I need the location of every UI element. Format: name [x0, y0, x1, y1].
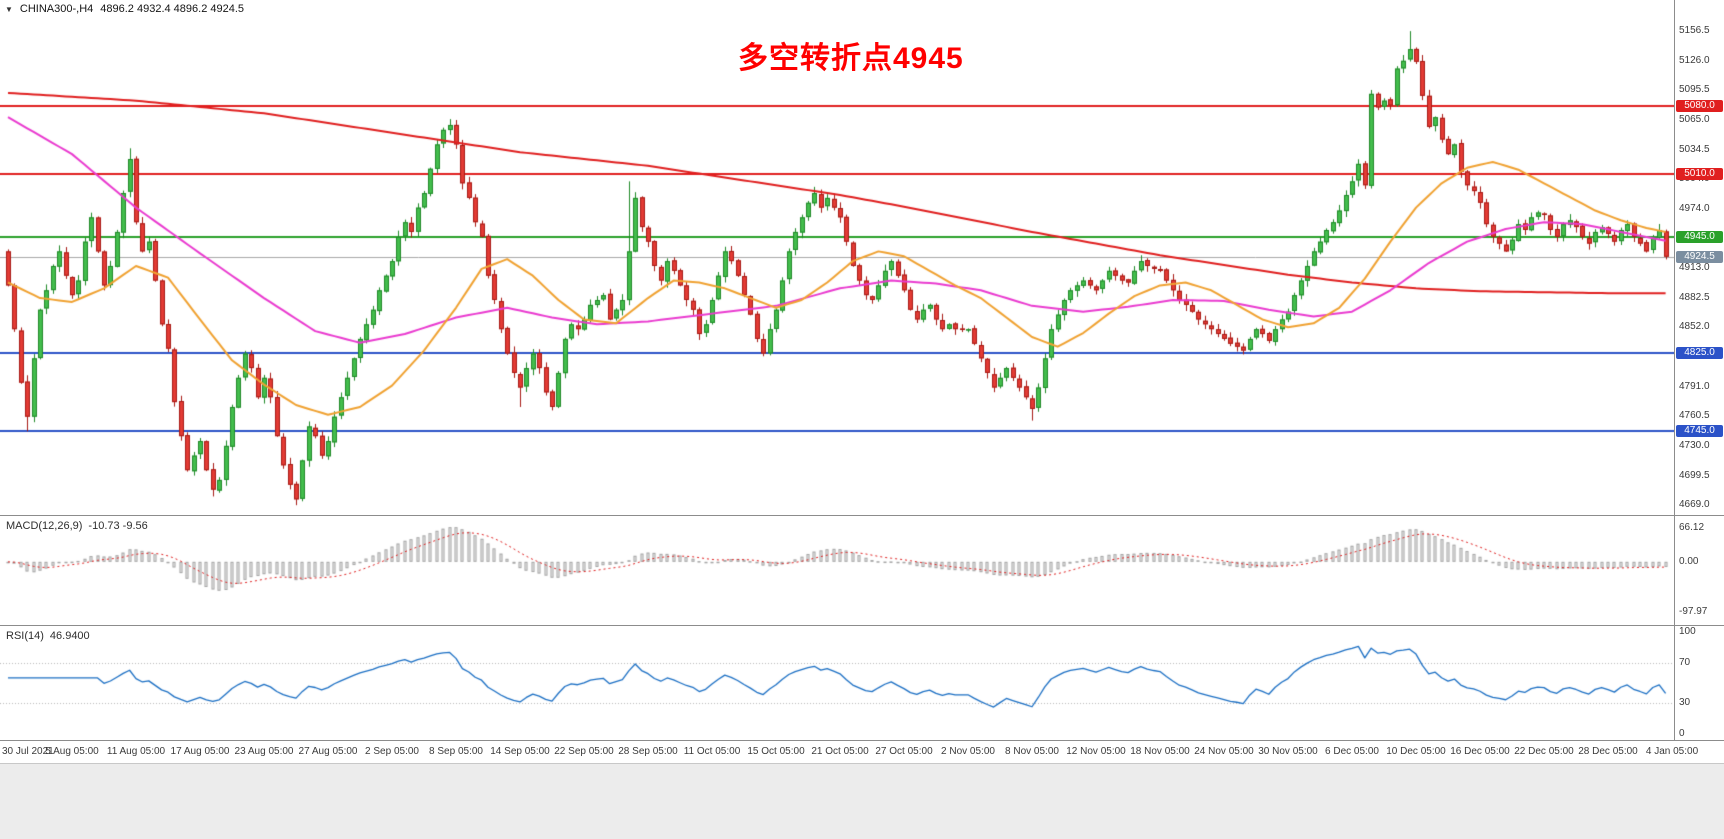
rsi-label: RSI(14) 46.9400 [6, 630, 90, 642]
level-price-badge: 5080.0 [1676, 99, 1723, 112]
price-tick-label: 5126.0 [1679, 54, 1710, 66]
time-label: 6 Dec 05:00 [1325, 746, 1379, 757]
time-label: 28 Sep 05:00 [618, 746, 678, 757]
time-label: 2 Sep 05:00 [365, 746, 419, 757]
price-axis[interactable]: 5156.55126.05095.55065.05034.55004.04974… [1674, 0, 1724, 515]
time-label: 22 Dec 05:00 [1514, 746, 1574, 757]
macd-pane: 66.12 0.00 -97.97 MACD(12,26,9) -10.73 -9.5… [0, 516, 1724, 626]
current-price-badge: 4924.5 [1676, 250, 1723, 263]
time-label: 2 Nov 05:00 [941, 746, 995, 757]
chevron-down-icon[interactable]: ▼ [5, 4, 13, 14]
time-label: 30 Jul 2021 [2, 746, 54, 757]
main-chart-pane: 5156.55126.05095.55065.05034.55004.04974… [0, 0, 1724, 516]
time-label: 27 Oct 05:00 [875, 746, 933, 757]
time-label: 11 Oct 05:00 [683, 746, 741, 757]
time-label: 30 Nov 05:00 [1258, 746, 1318, 757]
symbol-info: ▼ CHINA300-,H4 4896.2 4932.4 4896.2 4924… [5, 3, 244, 15]
price-tick-label: 4882.5 [1679, 291, 1710, 303]
price-tick-label: 4669.0 [1679, 499, 1710, 511]
time-label: 5 Aug 05:00 [45, 746, 99, 757]
time-label: 14 Sep 05:00 [490, 746, 550, 757]
time-label: 28 Dec 05:00 [1578, 746, 1638, 757]
time-label: 27 Aug 05:00 [298, 746, 358, 757]
rsi-axis-label: 100 [1679, 626, 1696, 637]
macd-axis[interactable]: 66.12 0.00 -97.97 [1674, 516, 1724, 625]
level-price-badge: 4745.0 [1676, 425, 1723, 438]
time-label: 16 Dec 05:00 [1450, 746, 1510, 757]
macd-axis-label: 66.12 [1679, 522, 1705, 534]
time-label: 8 Nov 05:00 [1005, 746, 1059, 757]
level-price-badge: 4945.0 [1676, 230, 1723, 243]
macd-axis-label: 0.00 [1679, 555, 1699, 567]
macd-indicator-name: MACD(12,26,9) [6, 520, 83, 532]
bottom-strip [0, 763, 1724, 839]
price-tick-label: 4852.0 [1679, 321, 1710, 333]
macd-label: MACD(12,26,9) -10.73 -9.56 [6, 520, 148, 532]
level-price-badge: 5010.0 [1676, 167, 1723, 180]
time-label: 18 Nov 05:00 [1130, 746, 1190, 757]
time-label: 4 Jan 05:00 [1645, 746, 1699, 757]
price-tick-label: 4730.0 [1679, 439, 1710, 451]
macd-values: -10.73 -9.56 [88, 520, 148, 532]
price-tick-label: 5156.5 [1679, 25, 1710, 37]
rsi-pane: 100 70 30 0 RSI(14) 46.9400 [0, 626, 1724, 741]
price-tick-label: 4913.0 [1679, 261, 1710, 273]
time-label: 17 Aug 05:00 [170, 746, 230, 757]
price-tick-label: 5034.5 [1679, 143, 1710, 155]
level-price-badge: 4825.0 [1676, 347, 1723, 360]
time-label: 15 Oct 05:00 [747, 746, 805, 757]
price-tick-label: 4791.0 [1679, 380, 1710, 392]
time-label: 23 Aug 05:00 [234, 746, 294, 757]
time-label: 12 Nov 05:00 [1066, 746, 1126, 757]
price-tick-label: 4974.0 [1679, 202, 1710, 214]
time-label: 22 Sep 05:00 [554, 746, 614, 757]
symbol-ohlc-values: 4896.2 4932.4 4896.2 4924.5 [100, 3, 245, 15]
time-label: 21 Oct 05:00 [811, 746, 869, 757]
rsi-indicator-name: RSI(14) [6, 630, 44, 642]
price-tick-label: 5095.5 [1679, 84, 1710, 96]
rsi-chart-canvas[interactable] [0, 626, 1674, 740]
price-tick-label: 4760.5 [1679, 410, 1710, 422]
candlestick-chart-canvas[interactable] [0, 0, 1674, 515]
rsi-axis-label: 0 [1679, 728, 1685, 739]
macd-axis-label: -97.97 [1679, 605, 1708, 617]
symbol-title: CHINA300-,H4 [19, 3, 94, 15]
rsi-axis-label: 30 [1679, 697, 1691, 709]
annotation-text[interactable]: 多空转折点4945 [738, 42, 964, 75]
time-axis[interactable]: 30 Jul 2021 5 Aug 05:00 11 Aug 05:00 17 Aug… [0, 741, 1724, 763]
time-label: 11 Aug 05:00 [106, 746, 166, 757]
rsi-axis[interactable]: 100 70 30 0 [1674, 626, 1724, 740]
macd-chart-canvas[interactable] [0, 516, 1674, 625]
price-tick-label: 4699.5 [1679, 469, 1710, 481]
rsi-axis-label: 70 [1679, 656, 1691, 668]
time-label: 10 Dec 05:00 [1386, 746, 1446, 757]
time-label: 24 Nov 05:00 [1194, 746, 1254, 757]
time-label: 8 Sep 05:00 [429, 746, 483, 757]
price-tick-label: 5065.0 [1679, 114, 1710, 126]
rsi-value: 46.9400 [49, 630, 90, 642]
